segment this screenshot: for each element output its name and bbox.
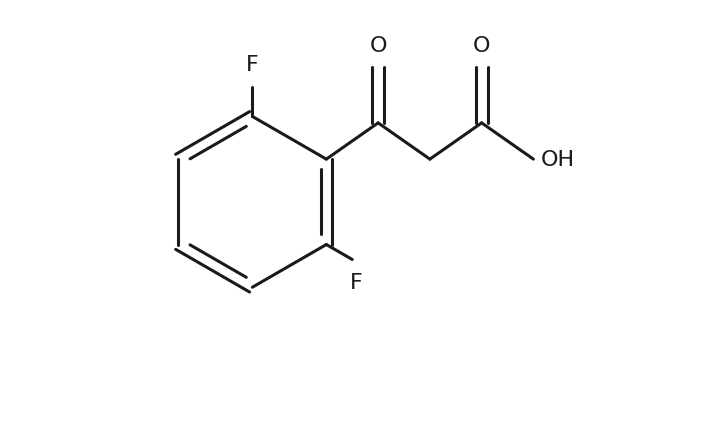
Text: F: F [246,55,258,75]
Text: O: O [369,35,387,55]
Text: F: F [350,273,363,293]
Text: O: O [473,35,491,55]
Text: OH: OH [541,150,575,170]
